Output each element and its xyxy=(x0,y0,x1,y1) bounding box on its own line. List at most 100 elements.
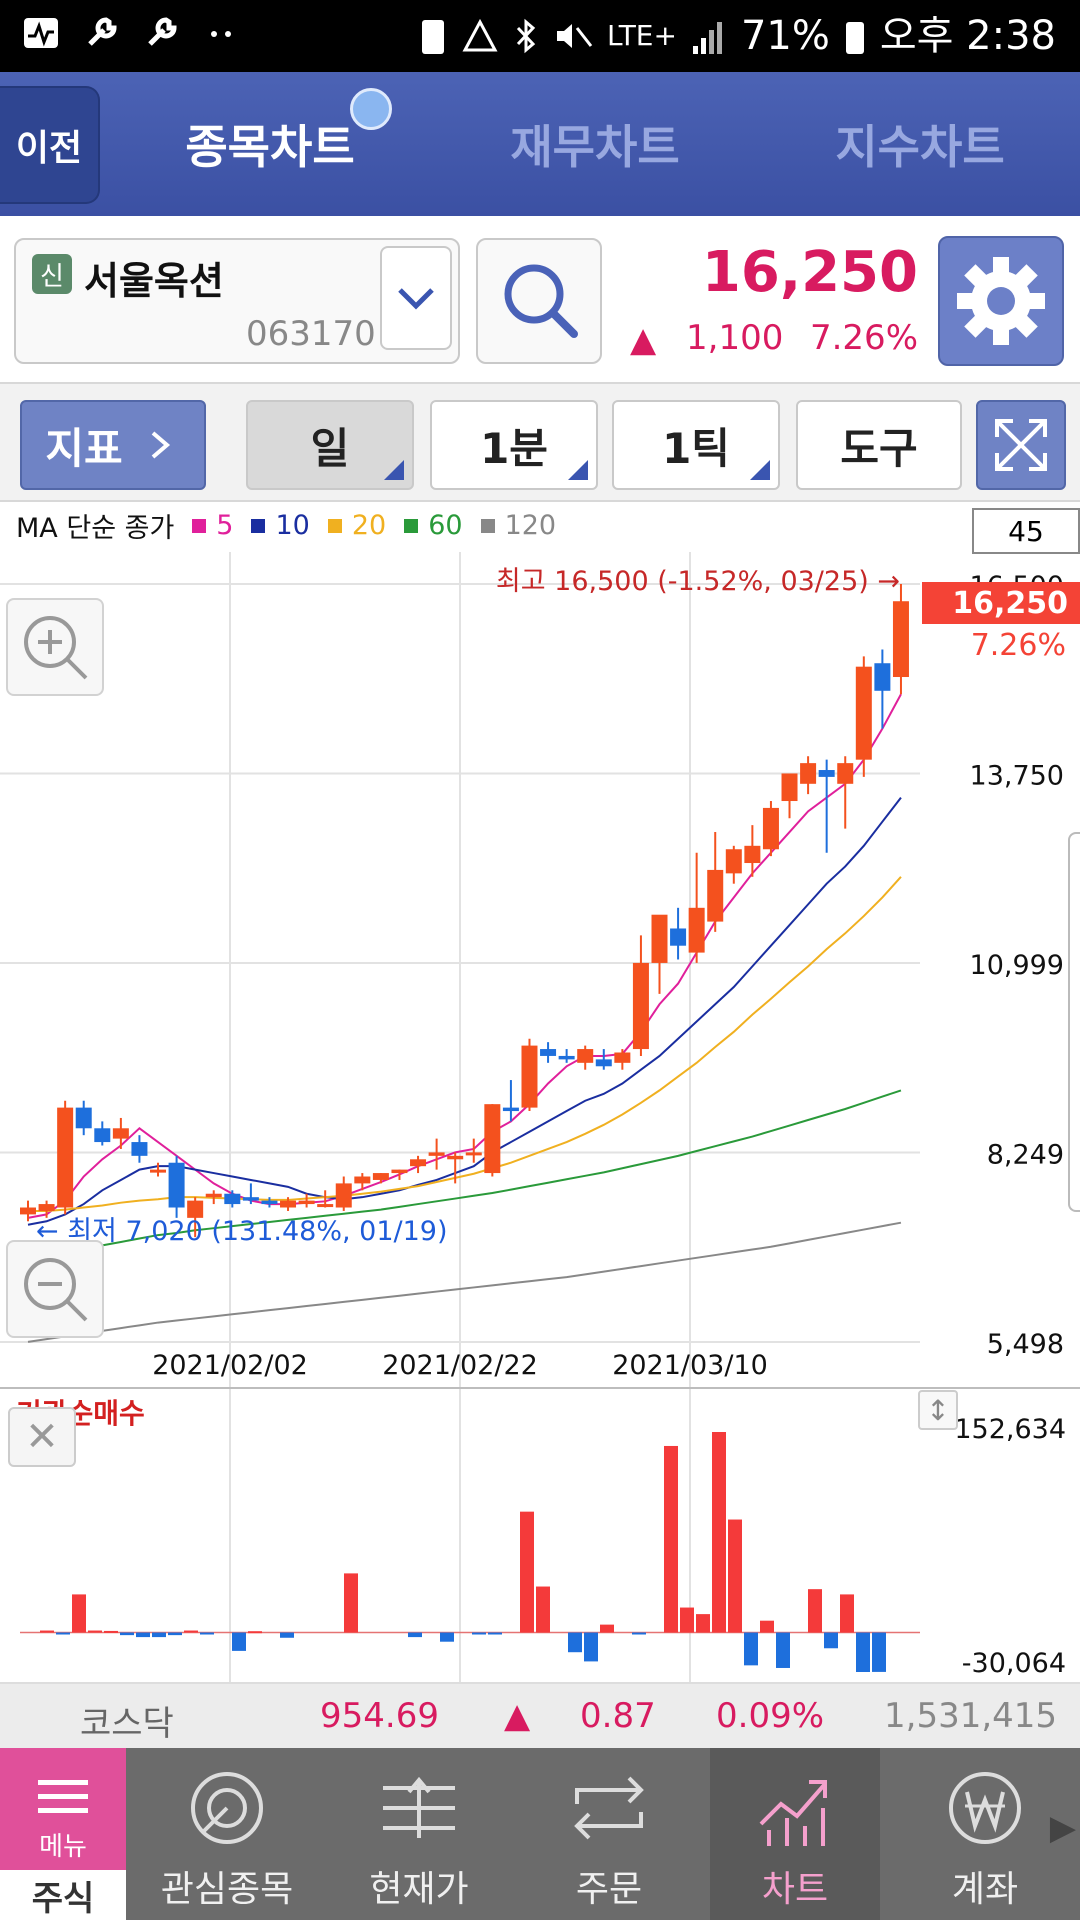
back-button[interactable]: 이전 xyxy=(0,86,100,204)
candle-body xyxy=(614,1052,631,1063)
subchart-bar xyxy=(200,1632,214,1635)
wrench-icon xyxy=(142,14,180,52)
stock-dropdown-button[interactable] xyxy=(380,246,452,350)
candle-body xyxy=(725,849,742,874)
tab-index-chart[interactable]: 지수차트 xyxy=(835,120,1005,174)
indicator-button[interactable]: 지표 xyxy=(20,400,206,490)
dropdown-corner-icon xyxy=(384,460,404,480)
period-minute-button[interactable]: 1분 xyxy=(430,400,598,490)
y-tick-label: 13,750 xyxy=(970,760,1064,791)
candle-body xyxy=(187,1200,204,1218)
ma-line-120 xyxy=(27,1221,902,1343)
subchart-bar xyxy=(40,1630,54,1633)
search-icon xyxy=(504,264,578,338)
candle-body xyxy=(707,869,724,922)
period-day-button[interactable]: 일 xyxy=(246,400,414,490)
candle-body xyxy=(242,1197,259,1201)
subchart-bar xyxy=(168,1632,182,1636)
chart-area[interactable]: 16,50013,75010,9998,2495,4982021/02/0220… xyxy=(0,502,1080,1682)
close-icon: ✕ xyxy=(25,1414,59,1460)
subchart-bar xyxy=(872,1632,886,1672)
nav-order[interactable]: 주문 xyxy=(524,1748,694,1920)
legend-swatch-ma120 xyxy=(480,518,495,533)
candlestick-chart[interactable]: 16,50013,75010,9998,2495,4982021/02/0220… xyxy=(0,502,1080,1682)
candle-body xyxy=(874,663,891,691)
change-amount: 1,100 xyxy=(686,318,784,358)
legend-ma20: 20 xyxy=(351,510,387,541)
nav-account[interactable]: 계좌 xyxy=(900,1748,1070,1920)
subchart-bar xyxy=(344,1573,358,1633)
candle-body xyxy=(670,928,687,946)
search-button[interactable] xyxy=(476,238,602,364)
expand-icon xyxy=(995,419,1047,471)
subchart-bar xyxy=(568,1632,582,1653)
ma-line-20 xyxy=(28,876,902,1212)
subchart-bar xyxy=(520,1511,534,1633)
zoom-out-button[interactable] xyxy=(6,1240,104,1338)
nav-watchlist[interactable]: 관심종목 xyxy=(142,1748,312,1920)
ma-line-5 xyxy=(27,693,902,1219)
chart-toolbar: 지표 일 1분 1틱 도구 xyxy=(0,384,1080,502)
period-tick-button[interactable]: 1틱 xyxy=(612,400,780,490)
status-bar: LTE+ 71% 오후 2:38 xyxy=(0,0,1080,72)
subchart-bar xyxy=(856,1632,870,1672)
candle-body xyxy=(298,1200,315,1205)
tab-stock-chart[interactable]: 종목차트 xyxy=(185,120,355,174)
candle-body xyxy=(205,1193,222,1198)
close-subchart-button[interactable]: ✕ xyxy=(8,1407,76,1467)
price-change: ▲ 1,100 7.26% xyxy=(628,314,918,362)
nav-chart[interactable]: 차트 xyxy=(710,1748,880,1920)
tab-financial-chart[interactable]: 재무차트 xyxy=(510,120,680,174)
zoom-out-icon xyxy=(24,1258,88,1322)
candle-body xyxy=(502,1107,519,1112)
resize-vertical-icon: ↕ xyxy=(926,1393,950,1427)
period-count-input[interactable]: 45 xyxy=(972,508,1080,554)
subchart-bar xyxy=(248,1631,262,1634)
nav-chart-label: 차트 xyxy=(761,1869,829,1910)
candle-body xyxy=(762,807,779,850)
menu-button[interactable]: 메뉴 주식 xyxy=(0,1748,126,1920)
subchart-bar xyxy=(824,1632,838,1649)
candle-body xyxy=(688,907,705,953)
subchart-bar xyxy=(472,1632,486,1635)
index-ticker[interactable]: 코스닥 954.69 ▲ 0.87 0.09% 1,531,415 xyxy=(0,1682,1080,1748)
resize-handle[interactable]: ↕ xyxy=(918,1390,958,1430)
dropdown-corner-icon xyxy=(568,460,588,480)
change-percent: 7.26% xyxy=(809,318,918,358)
subchart-bar xyxy=(88,1630,102,1633)
candle-body xyxy=(558,1055,575,1060)
order-swap-icon xyxy=(574,1776,644,1840)
legend-ma120: 120 xyxy=(504,510,557,541)
fullscreen-button[interactable] xyxy=(976,400,1066,490)
settings-button[interactable] xyxy=(938,236,1064,366)
price-list-icon xyxy=(383,1776,455,1838)
subchart-bar xyxy=(632,1632,646,1635)
nav-more-arrow-icon[interactable]: ▶ xyxy=(1049,1808,1076,1848)
gear-icon xyxy=(957,257,1045,345)
subchart-bar xyxy=(280,1632,294,1638)
stock-code: 063170 xyxy=(246,314,376,354)
nav-account-label: 계좌 xyxy=(951,1869,1019,1910)
nav-current-price-label: 현재가 xyxy=(369,1869,469,1910)
subchart-bar xyxy=(56,1632,70,1635)
subchart-bar xyxy=(696,1614,710,1633)
tools-button[interactable]: 도구 xyxy=(796,400,962,490)
y-tick-label: 5,498 xyxy=(987,1329,1064,1360)
chevron-down-icon xyxy=(398,288,434,310)
subchart-bar xyxy=(488,1632,502,1635)
menu-label: 메뉴 xyxy=(39,1832,87,1862)
current-pct-marker: 7.26% xyxy=(970,628,1066,663)
current-price-marker: 16,250 xyxy=(922,582,1080,624)
nav-current-price[interactable]: 현재가 xyxy=(334,1748,504,1920)
candle-body xyxy=(150,1169,167,1173)
zoom-in-button[interactable] xyxy=(6,598,104,696)
candle-body xyxy=(57,1107,74,1208)
subchart-bar xyxy=(72,1594,86,1633)
legend-ma5: 5 xyxy=(216,510,234,541)
side-scroll-handle[interactable] xyxy=(1068,832,1080,1212)
ma-line-10 xyxy=(27,796,902,1226)
menu-category: 주식 xyxy=(0,1870,126,1920)
candle-body xyxy=(168,1162,185,1208)
chart-trend-icon xyxy=(759,1780,827,1846)
candle-body xyxy=(38,1204,55,1211)
